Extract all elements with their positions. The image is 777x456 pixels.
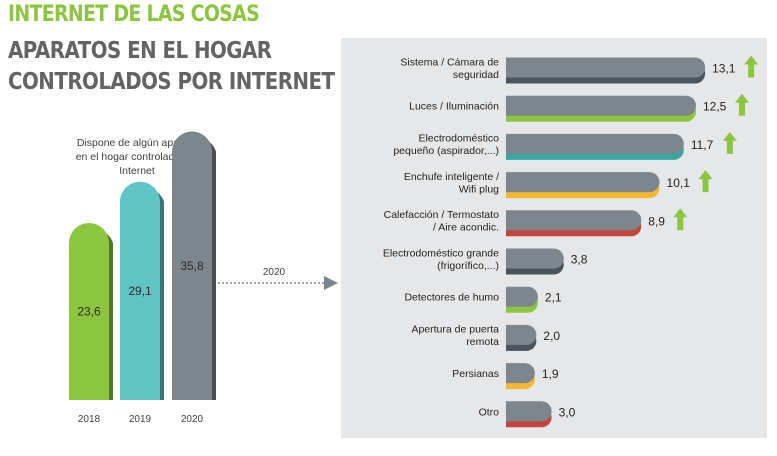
hbar: [506, 133, 684, 154]
increase-arrow-icon: [735, 93, 749, 116]
vbar-value-label: 23,6: [77, 305, 101, 319]
hbar-category-label: pequeño (aspirador,...): [393, 145, 499, 157]
hbar-value-label: 13,1: [712, 62, 736, 76]
hbar-category-label: Wifi plug: [459, 183, 499, 195]
hbar: [506, 286, 538, 307]
hbar-value-label: 11,7: [691, 138, 714, 152]
vbar: [120, 181, 160, 400]
hbar-category-label: Sistema / Cámara de: [400, 56, 499, 68]
hbar-category-label: Calefacción / Termostato: [384, 209, 500, 221]
hbar-category-label: Electrodoméstico: [418, 133, 499, 145]
hbar-category-label: Enchufe inteligente /: [404, 171, 499, 183]
hbar-category-label: Detectores de humo: [404, 292, 499, 304]
hbar-category-label: Apertura de puerta: [411, 324, 499, 336]
hbar-category-label: Otro: [479, 406, 500, 418]
hbar-category-label: Electrodoméstico grande: [383, 247, 499, 259]
increase-arrow-icon: [744, 55, 759, 78]
vchart-title-line: en el hogar controlado por: [76, 151, 199, 163]
hbar-value-label: 12,5: [703, 100, 727, 114]
hbar: [506, 324, 537, 345]
hbar-value-label: 3,8: [571, 253, 588, 267]
main-title-line: CONTROLADOS POR INTERNET (%): [8, 69, 378, 95]
connector-arrowhead: [324, 276, 338, 290]
increase-arrow-icon: [722, 131, 737, 154]
hbar: [506, 172, 660, 193]
hbar-value-label: 2,0: [543, 329, 560, 343]
main-title-line: APARATOS EN EL HOGAR: [8, 38, 272, 64]
vbar-category-label: 2018: [78, 414, 101, 425]
hbar: [506, 401, 552, 422]
vchart-title-line: Dispone de algún aparato: [77, 137, 197, 149]
vbar: [172, 131, 212, 400]
hbar-value-label: 2,1: [545, 291, 562, 305]
increase-arrow-icon: [698, 170, 713, 193]
hbar-value-label: 1,9: [542, 367, 559, 381]
hbar-category-label: Luces / Iluminación: [409, 101, 499, 113]
main-title: APARATOS EN EL HOGAR CONTROLADOS POR INT…: [8, 36, 378, 98]
increase-arrow-icon: [673, 208, 688, 231]
vbar-value-label: 35,8: [180, 259, 204, 273]
hbar-value-label: 8,9: [648, 214, 665, 228]
hbar-category-label: seguridad: [453, 69, 499, 81]
hbar: [506, 363, 535, 384]
vbar-value-label: 29,1: [128, 284, 152, 298]
vbar-category-label: 2019: [129, 414, 152, 425]
kicker-title: INTERNET DE LAS COSAS: [8, 2, 260, 27]
hbar-category-label: (frigorífico,...): [437, 260, 499, 272]
hbar-category-label: remota: [466, 336, 499, 348]
hbar-category-label: Persianas: [452, 368, 499, 380]
hbar-value-label: 3,0: [559, 405, 576, 419]
vchart-title-line: Internet: [119, 165, 155, 177]
hbar-category-label: / Aire acondic.: [433, 222, 499, 234]
hbar: [506, 57, 706, 78]
vbar-category-label: 2020: [181, 414, 204, 425]
hbar: [506, 210, 642, 231]
hbar: [506, 248, 564, 269]
link-year-label: 2020: [263, 267, 286, 278]
hbar-value-label: 10,1: [667, 176, 691, 190]
vbar: [69, 223, 109, 400]
hbar: [506, 95, 696, 116]
